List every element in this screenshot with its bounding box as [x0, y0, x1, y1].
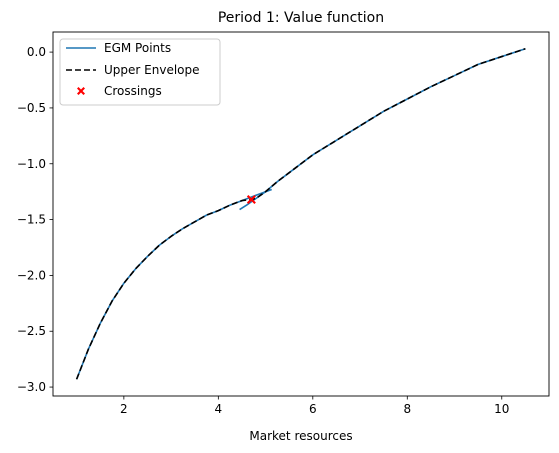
legend-label-upper-envelope: Upper Envelope — [104, 63, 200, 77]
legend-swatch-crossings — [77, 87, 85, 95]
y-tick-label: −1.0 — [17, 157, 46, 171]
y-tick-label: −1.5 — [17, 213, 46, 227]
x-axis-label: Market resources — [249, 429, 352, 443]
y-tick-label: −2.0 — [17, 268, 46, 282]
legend-box — [59, 38, 221, 106]
y-tick-label: −3.0 — [17, 380, 46, 394]
legend-label-crossings: Crossings — [104, 84, 162, 98]
series-line-egm-points-1 — [75, 188, 272, 380]
x-axis: 2 4 6 8 10 — [120, 396, 509, 416]
y-tick-label: −2.5 — [17, 324, 46, 338]
legend: EGM Points Upper Envelope Crossings — [59, 38, 221, 106]
x-tick-label: 2 — [120, 402, 128, 416]
y-tick-label: 0.0 — [27, 45, 46, 59]
series-line-egm-points-2 — [239, 47, 526, 211]
x-tick-label: 10 — [494, 402, 509, 416]
y-axis: 0.0 −0.5 −1.0 −1.5 −2.0 −2.5 −3.0 — [17, 45, 53, 394]
crossing-marker — [246, 194, 256, 204]
plot-area — [75, 47, 526, 380]
y-tick-label: −0.5 — [17, 101, 46, 115]
x-tick-label: 6 — [309, 402, 317, 416]
legend-label-egm-points: EGM Points — [104, 41, 171, 55]
chart-title: Period 1: Value function — [218, 10, 384, 26]
axes-frame — [52, 31, 550, 397]
x-tick-label: 8 — [403, 402, 411, 416]
x-tick-label: 4 — [215, 402, 223, 416]
